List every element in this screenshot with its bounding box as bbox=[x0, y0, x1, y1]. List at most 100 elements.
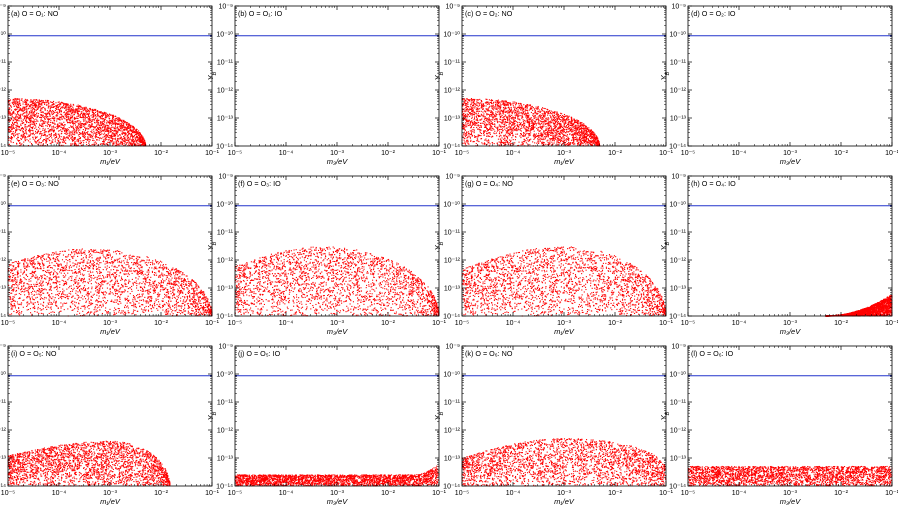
scatter-point bbox=[567, 143, 569, 145]
scatter-point bbox=[84, 117, 86, 119]
scatter-point bbox=[538, 132, 540, 134]
scatter-point bbox=[122, 139, 124, 142]
scatter-point bbox=[89, 121, 91, 124]
scatter-point bbox=[65, 104, 67, 106]
scatter-point bbox=[574, 138, 576, 141]
scatter-point bbox=[513, 143, 515, 145]
scatter-point bbox=[22, 135, 24, 138]
scatter-point bbox=[55, 134, 57, 136]
scatter-point bbox=[535, 107, 537, 110]
scatter-point bbox=[41, 123, 43, 125]
scatter-point bbox=[27, 125, 29, 127]
scatter-point bbox=[60, 106, 62, 108]
scatter-point bbox=[504, 114, 506, 116]
scatter-point bbox=[526, 118, 528, 120]
scatter-point bbox=[569, 127, 571, 129]
scatter-point bbox=[107, 135, 109, 137]
scatter-point bbox=[28, 130, 30, 132]
scatter-point bbox=[563, 137, 565, 139]
scatter-point bbox=[543, 125, 545, 127]
scatter-point bbox=[9, 126, 11, 128]
scatter-point bbox=[70, 105, 72, 107]
scatter-point bbox=[86, 138, 88, 140]
scatter-point bbox=[52, 100, 55, 102]
scatter-point bbox=[490, 119, 492, 121]
scatter-point bbox=[105, 117, 107, 119]
scatter-point bbox=[14, 121, 16, 124]
scatter-point bbox=[128, 124, 131, 126]
scatter-point bbox=[83, 106, 85, 108]
scatter-point bbox=[466, 126, 468, 128]
scatter-point bbox=[36, 99, 38, 101]
scatter-point bbox=[16, 125, 18, 127]
scatter-point bbox=[26, 117, 29, 119]
scatter-point bbox=[60, 103, 62, 105]
scatter-point bbox=[41, 133, 43, 135]
scatter-point bbox=[528, 139, 531, 141]
scatter-point bbox=[109, 137, 111, 139]
scatter-point bbox=[532, 113, 534, 115]
scatter-point bbox=[107, 134, 109, 137]
scatter-point bbox=[101, 127, 104, 129]
scatter-point bbox=[49, 124, 51, 126]
scatter-point bbox=[134, 140, 136, 142]
scatter-point bbox=[102, 126, 104, 128]
scatter-point bbox=[97, 144, 99, 146]
scatter-point bbox=[109, 123, 111, 125]
scatter-point bbox=[584, 143, 586, 145]
scatter-point bbox=[502, 112, 504, 114]
scatter-point bbox=[18, 102, 20, 104]
scatter-point bbox=[86, 122, 88, 124]
scatter-point bbox=[88, 121, 90, 123]
scatter-point bbox=[25, 102, 28, 104]
scatter-point bbox=[29, 120, 31, 122]
x-tick-label: 10⁻¹ bbox=[205, 150, 219, 157]
scatter-point bbox=[15, 118, 17, 120]
scatter-point bbox=[49, 109, 52, 112]
scatter-point bbox=[24, 135, 26, 138]
scatter-point bbox=[490, 113, 492, 115]
scatter-point bbox=[136, 136, 138, 138]
scatter-point bbox=[136, 141, 138, 143]
scatter-point bbox=[555, 125, 557, 127]
scatter-point bbox=[125, 127, 127, 130]
scatter-point bbox=[56, 105, 58, 107]
scatter-point bbox=[38, 104, 40, 106]
scatter-point bbox=[63, 129, 65, 131]
scatter-point bbox=[60, 116, 62, 118]
scatter-point bbox=[78, 142, 80, 144]
scatter-point bbox=[63, 103, 65, 105]
scatter-point bbox=[75, 108, 77, 110]
scatter-point bbox=[30, 101, 32, 103]
scatter-point bbox=[464, 126, 466, 128]
scatter-point bbox=[46, 113, 48, 116]
scatter-point bbox=[82, 135, 84, 137]
scatter-point bbox=[533, 130, 535, 132]
scatter-point bbox=[77, 117, 79, 120]
scatter-point bbox=[70, 114, 72, 116]
scatter-point bbox=[30, 119, 32, 122]
scatter-point bbox=[9, 102, 11, 104]
scatter-point bbox=[16, 114, 18, 116]
scatter-point bbox=[503, 118, 505, 120]
scatter-point bbox=[102, 136, 104, 138]
scatter-point bbox=[550, 131, 552, 133]
scatter-point bbox=[112, 115, 114, 118]
panel-b: 10⁻⁵ 10⁻⁴ 10⁻³ 10⁻² 10⁻¹10⁻¹⁴10⁻¹³10⁻¹²10⁻¹¹… bbox=[206, 4, 447, 167]
scatter-point bbox=[32, 138, 34, 140]
scatter-point bbox=[506, 111, 508, 113]
scatter-point bbox=[547, 111, 549, 113]
scatter-point bbox=[61, 128, 64, 130]
scatter-point bbox=[131, 125, 133, 127]
scatter-point bbox=[17, 136, 19, 138]
scatter-point bbox=[114, 128, 116, 130]
scatter-point bbox=[524, 132, 526, 134]
scatter-point bbox=[499, 121, 501, 123]
scatter-point bbox=[114, 121, 116, 123]
scatter-point bbox=[464, 141, 466, 143]
scatter-point bbox=[106, 129, 108, 131]
scatter-point bbox=[76, 129, 78, 131]
scatter-point bbox=[82, 132, 84, 134]
scatter-point bbox=[104, 137, 106, 139]
scatter-point bbox=[12, 116, 14, 118]
